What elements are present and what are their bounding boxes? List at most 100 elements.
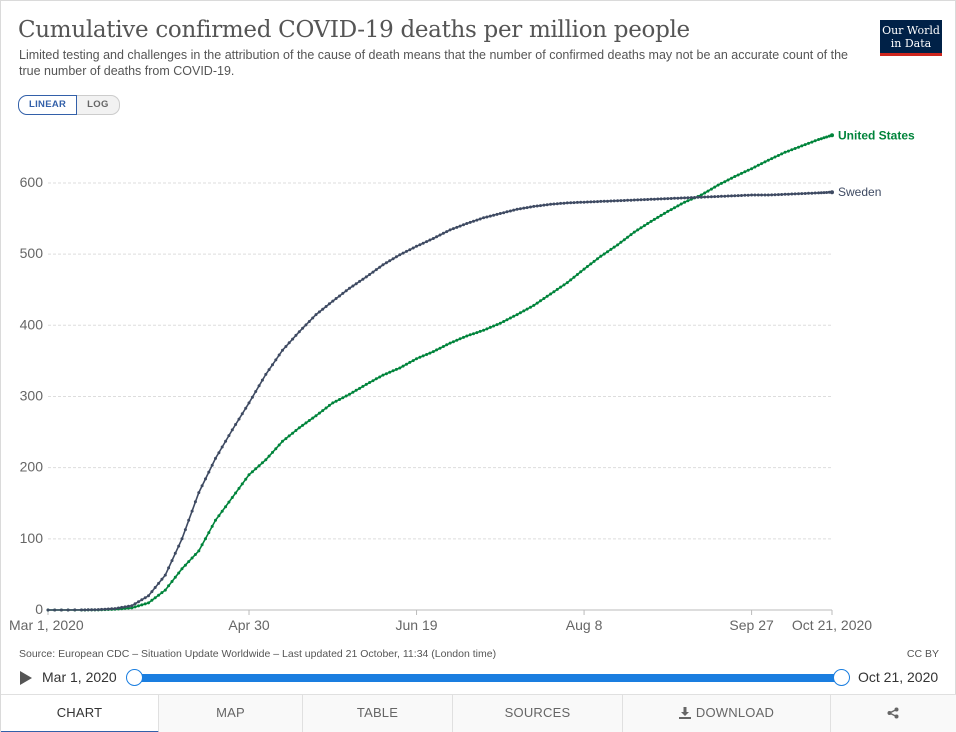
data-point bbox=[673, 206, 676, 210]
timeline-track[interactable] bbox=[134, 674, 842, 682]
data-point bbox=[619, 199, 623, 203]
data-point bbox=[659, 197, 663, 201]
play-icon[interactable] bbox=[20, 671, 32, 685]
data-point bbox=[740, 171, 743, 175]
timeline-start-handle[interactable] bbox=[126, 669, 143, 686]
data-point bbox=[689, 196, 693, 200]
data-point bbox=[190, 509, 194, 513]
download-icon bbox=[678, 707, 691, 719]
data-point bbox=[612, 245, 616, 249]
data-point bbox=[244, 477, 248, 481]
data-point bbox=[525, 206, 529, 210]
data-point bbox=[364, 382, 368, 386]
data-point bbox=[227, 434, 231, 438]
data-point bbox=[348, 286, 351, 290]
data-point bbox=[368, 381, 372, 384]
data-point bbox=[652, 197, 656, 201]
tab-share[interactable] bbox=[831, 695, 955, 732]
x-tick-label: Aug 8 bbox=[566, 617, 603, 633]
data-point bbox=[177, 544, 181, 548]
line-chart[interactable]: 0 100 200 300 400 500 600 Mar 1, 2020 Apr 30 Jun … bbox=[1, 121, 956, 641]
data-point bbox=[492, 324, 496, 328]
data-point bbox=[150, 598, 154, 602]
data-point bbox=[579, 200, 583, 204]
data-point bbox=[817, 191, 821, 195]
data-point bbox=[291, 337, 295, 341]
data-point bbox=[706, 189, 710, 193]
data-point bbox=[733, 194, 737, 198]
data-point bbox=[562, 201, 566, 205]
data-point bbox=[830, 133, 834, 138]
data-point bbox=[582, 267, 586, 271]
data-point bbox=[354, 388, 358, 392]
data-point bbox=[589, 200, 593, 204]
tab-map[interactable]: MAP bbox=[159, 695, 303, 732]
data-point bbox=[394, 367, 398, 371]
source-note[interactable]: Source: European CDC – Situation Update … bbox=[19, 648, 497, 660]
data-point bbox=[331, 299, 335, 303]
data-point bbox=[666, 209, 670, 213]
tab-sources[interactable]: SOURCES bbox=[453, 695, 623, 732]
data-point bbox=[193, 500, 197, 504]
data-point bbox=[210, 524, 214, 528]
data-point bbox=[719, 181, 723, 185]
data-point bbox=[830, 190, 834, 195]
data-point bbox=[317, 310, 321, 314]
data-point bbox=[331, 401, 335, 405]
chart-title: Cumulative confirmed COVID-19 deaths per… bbox=[18, 17, 690, 43]
data-point bbox=[766, 158, 770, 162]
data-point bbox=[810, 191, 814, 195]
data-point bbox=[80, 608, 83, 612]
linear-scale-button[interactable]: LINEAR bbox=[18, 95, 78, 115]
data-point bbox=[552, 202, 556, 206]
data-point bbox=[646, 198, 650, 201]
data-point bbox=[304, 323, 308, 327]
data-point bbox=[334, 399, 338, 403]
data-point bbox=[160, 591, 164, 595]
data-point bbox=[713, 185, 717, 189]
data-point bbox=[599, 254, 603, 258]
data-point bbox=[441, 231, 445, 235]
data-point bbox=[217, 451, 221, 455]
data-point bbox=[274, 358, 278, 362]
data-point bbox=[200, 543, 204, 547]
data-point bbox=[200, 484, 204, 488]
data-point bbox=[569, 278, 573, 282]
data-point bbox=[264, 372, 268, 376]
tab-download[interactable]: DOWNLOAD bbox=[623, 695, 831, 732]
y-tick-label: 500 bbox=[20, 245, 44, 261]
data-point bbox=[438, 346, 442, 350]
data-point bbox=[157, 581, 161, 585]
data-point bbox=[368, 273, 372, 276]
y-tick-label: 0 bbox=[35, 601, 43, 617]
data-point bbox=[522, 309, 526, 313]
series-line-sweden bbox=[47, 191, 833, 611]
data-point bbox=[277, 353, 281, 357]
data-point bbox=[361, 384, 365, 388]
data-point bbox=[458, 224, 462, 228]
data-point bbox=[391, 369, 395, 373]
data-point bbox=[475, 331, 479, 335]
data-point bbox=[572, 201, 576, 205]
data-point bbox=[271, 450, 274, 454]
series-label: United States bbox=[838, 128, 915, 142]
owid-logo[interactable]: Our World in Data bbox=[880, 20, 942, 56]
tab-chart[interactable]: CHART bbox=[1, 695, 159, 732]
data-point bbox=[455, 338, 459, 342]
data-point bbox=[825, 135, 829, 139]
data-point bbox=[126, 604, 130, 608]
timeline-end-handle[interactable] bbox=[833, 669, 850, 686]
log-scale-button[interactable]: LOG bbox=[77, 95, 120, 115]
data-point bbox=[197, 491, 201, 495]
data-point bbox=[706, 195, 710, 199]
data-point bbox=[529, 305, 532, 309]
tab-table[interactable]: TABLE bbox=[303, 695, 453, 732]
data-point bbox=[207, 470, 211, 474]
data-point bbox=[542, 203, 546, 207]
data-point bbox=[364, 275, 368, 279]
data-point bbox=[822, 136, 826, 140]
license-label[interactable]: CC BY bbox=[906, 648, 939, 660]
data-point bbox=[619, 240, 623, 244]
data-point bbox=[552, 290, 556, 294]
